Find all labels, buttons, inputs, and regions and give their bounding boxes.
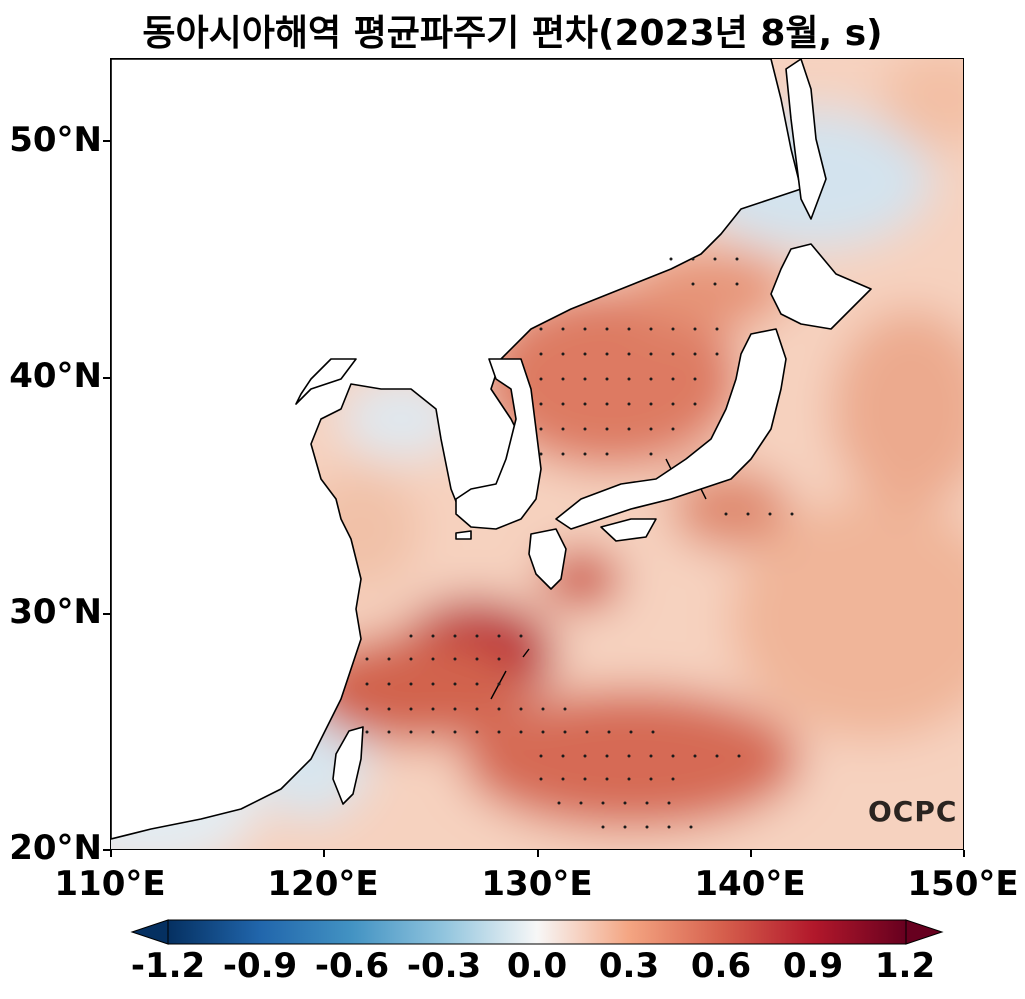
- colorbar-label: 1.2: [874, 946, 936, 986]
- ocpc-logo: OCPC: [868, 795, 958, 828]
- lon-label-130e: 130°E: [481, 864, 593, 904]
- lon-label-120e: 120°E: [267, 864, 379, 904]
- significance-dots: [365, 257, 794, 829]
- lon-label-140e: 140°E: [694, 864, 806, 904]
- lon-tick: [110, 850, 112, 857]
- lon-tick: [963, 850, 965, 857]
- lat-label-20n: 20°N: [9, 828, 102, 868]
- colorbar-label: -0.6: [314, 946, 390, 986]
- colorbar-label: -0.9: [222, 946, 298, 986]
- lat-tick: [103, 613, 110, 615]
- lat-tick: [103, 377, 110, 379]
- anomaly-field: [111, 59, 963, 849]
- lon-tick: [323, 850, 325, 857]
- lat-label-30n: 30°N: [9, 592, 102, 632]
- lat-tick: [103, 140, 110, 142]
- colorbar-label: 0.9: [782, 946, 844, 986]
- colorbar: [130, 918, 944, 946]
- lat-tick: [103, 849, 110, 851]
- map-title: 동아시아해역 평균파주기 편차(2023년 8월, s): [142, 13, 883, 54]
- colorbar-label: 0.3: [598, 946, 660, 986]
- colorbar-label: 0.0: [506, 946, 568, 986]
- colorbar-label: -0.3: [406, 946, 482, 986]
- lat-label-40n: 40°N: [9, 356, 102, 396]
- lon-label-110e: 110°E: [54, 864, 166, 904]
- map-panel: [110, 58, 964, 850]
- lon-tick: [537, 850, 539, 857]
- lat-label-50n: 50°N: [9, 120, 102, 160]
- lon-label-150e: 150°E: [907, 864, 1019, 904]
- colorbar-label: -1.2: [130, 946, 206, 986]
- colorbar-label: 0.6: [690, 946, 752, 986]
- lon-tick: [750, 850, 752, 857]
